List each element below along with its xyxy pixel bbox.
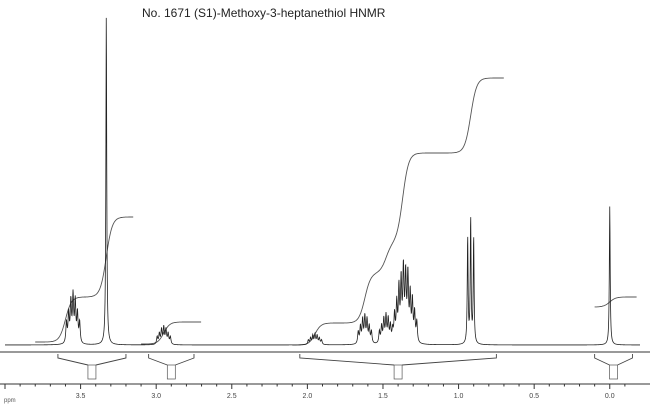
integration-box-3 [609,364,618,380]
integration-bracket-2 [299,354,497,366]
integration-bracket-1 [148,354,195,366]
x-axis-unit-label: ppm [4,398,16,404]
integral-curve-0 [35,216,134,343]
integral-curve-1 [141,321,202,345]
integration-box-0 [87,364,97,380]
spectrum-trace-group [5,17,640,346]
x-tick-label-4: 1.5 [378,393,388,400]
integration-brackets [57,354,633,380]
integral-curve-2 [292,77,504,346]
x-tick-label-3: 2.0 [303,393,313,400]
integral-curve-3 [594,296,637,308]
x-tick-label-0: 3.5 [76,393,86,400]
integral-curves [35,77,637,346]
integration-box-1 [166,364,176,380]
x-tick-label-2: 2.5 [227,393,237,400]
integration-bracket-0 [57,354,127,366]
x-tick-label-6: 0.5 [529,393,539,400]
integration-bracket-3 [594,354,633,366]
x-tick-label-7: 0.0 [605,393,615,400]
x-axis: 3.5 3.0 2.5 2.0 1.5 1.0 0.5 0.0 ppm [0,351,650,404]
spectrum-trace [5,17,640,346]
x-tick-label-1: 3.0 [151,393,161,400]
x-tick-label-5: 1.0 [454,393,464,400]
integration-box-2 [393,364,403,380]
chart-title: No. 1671 (S1)-Methoxy-3-heptanethiol HNM… [142,6,386,20]
